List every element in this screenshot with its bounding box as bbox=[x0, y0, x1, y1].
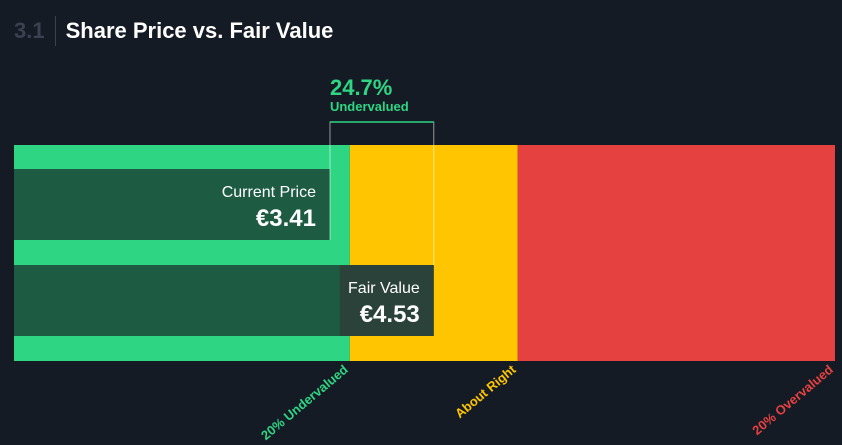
fair-value-label-bg bbox=[339, 265, 434, 336]
section-number: 3.1 bbox=[14, 16, 56, 46]
current-price-bar bbox=[14, 169, 330, 240]
current-price-value: €3.41 bbox=[256, 205, 316, 232]
discount-percent: 24.7% bbox=[330, 75, 392, 100]
discount-label: Undervalued bbox=[330, 99, 409, 114]
current-price-label: Current Price bbox=[222, 184, 316, 201]
page-title: Share Price vs. Fair Value bbox=[65, 18, 334, 43]
zone-label: About Right bbox=[452, 361, 519, 421]
zone-label: 20% Overvalued bbox=[749, 362, 836, 438]
fair-value-label: Fair Value bbox=[348, 280, 420, 297]
zone-label: 20% Undervalued bbox=[258, 362, 351, 443]
section-header: 3.1 Share Price vs. Fair Value bbox=[14, 14, 333, 48]
zone-20-overvalued bbox=[517, 145, 835, 361]
fair-value-value: €4.53 bbox=[360, 301, 420, 328]
